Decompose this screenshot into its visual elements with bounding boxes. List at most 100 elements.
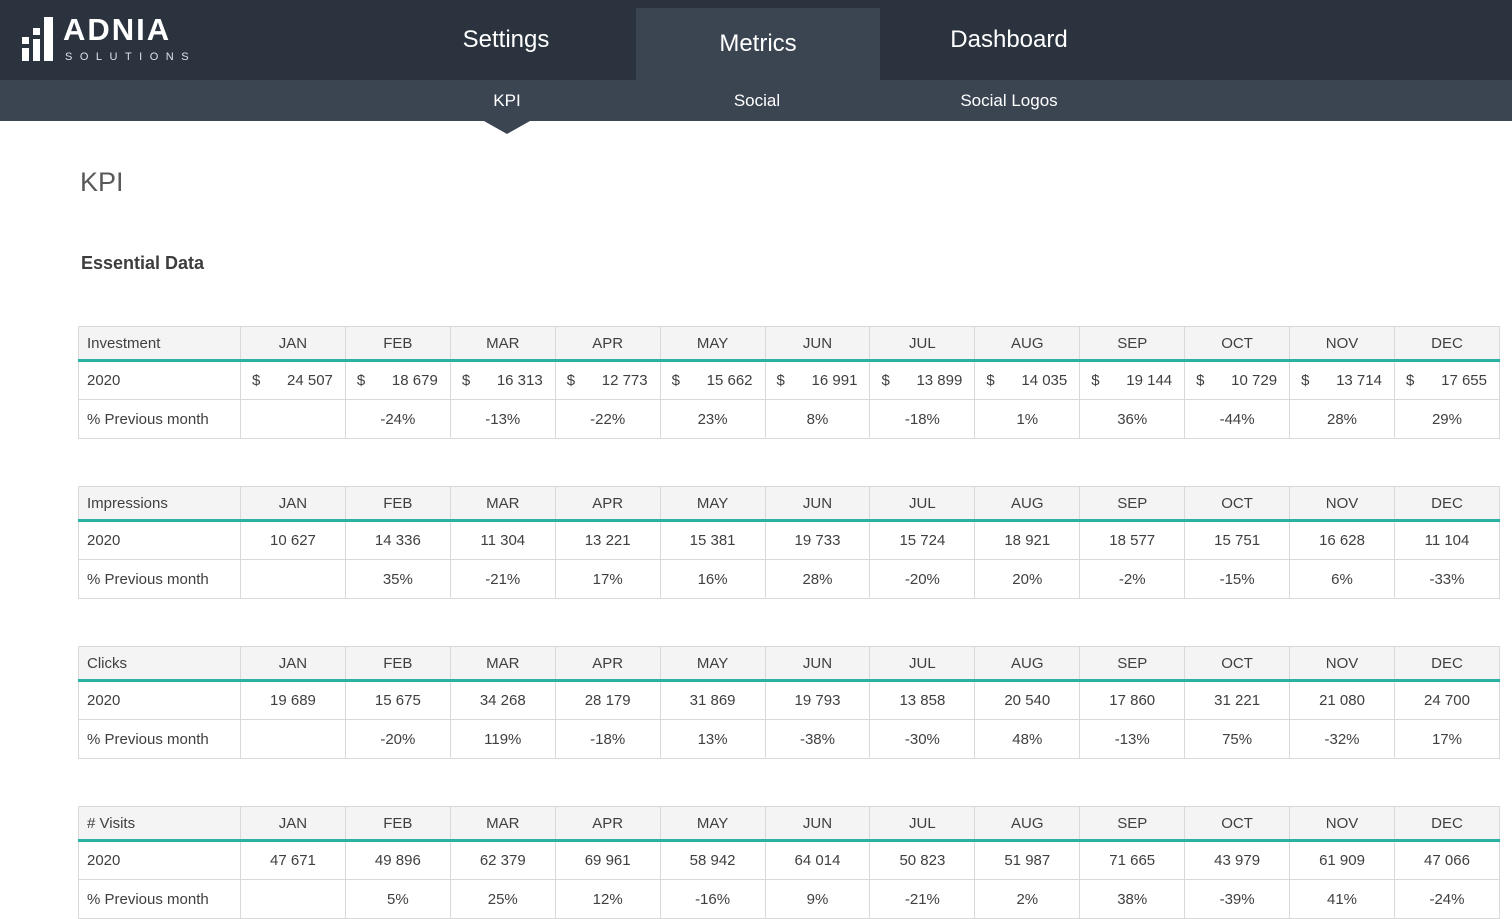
value-cell[interactable]: 43 979 xyxy=(1184,840,1291,880)
subtab-kpi[interactable]: KPI xyxy=(493,90,521,110)
subtab-social-logos[interactable]: Social Logos xyxy=(960,90,1058,110)
tab-settings[interactable]: Settings xyxy=(462,26,550,53)
pct-cell[interactable]: -24% xyxy=(1393,879,1501,919)
pct-cell[interactable]: -18% xyxy=(554,719,661,759)
pct-cell[interactable]: 16% xyxy=(659,559,766,599)
value-cell[interactable]: 21 080 xyxy=(1289,680,1395,720)
value-cell[interactable]: 24 700 xyxy=(1393,680,1501,720)
value-cell[interactable]: 49 896 xyxy=(344,840,451,880)
value-cell[interactable]: $24 507 xyxy=(240,360,346,400)
pct-cell[interactable]: 17% xyxy=(1393,719,1501,759)
value-cell[interactable]: $15 662 xyxy=(659,360,766,400)
value-cell[interactable]: $19 144 xyxy=(1079,360,1186,400)
pct-cell[interactable]: 8% xyxy=(764,399,871,439)
value-cell[interactable]: $17 655 xyxy=(1393,360,1501,400)
value-cell[interactable]: 11 104 xyxy=(1393,520,1501,560)
pct-cell[interactable]: 119% xyxy=(449,719,556,759)
value-cell[interactable]: 13 858 xyxy=(869,680,976,720)
pct-cell[interactable]: -39% xyxy=(1184,879,1291,919)
value-cell[interactable]: 51 987 xyxy=(974,840,1081,880)
value-cell[interactable]: 71 665 xyxy=(1079,840,1186,880)
pct-cell[interactable] xyxy=(240,719,346,759)
pct-cell[interactable]: -30% xyxy=(869,719,976,759)
subtab-social[interactable]: Social xyxy=(733,90,781,110)
pct-cell[interactable]: 29% xyxy=(1393,399,1501,439)
pct-cell[interactable]: 41% xyxy=(1289,879,1395,919)
pct-cell[interactable]: -44% xyxy=(1184,399,1291,439)
value-cell[interactable]: 58 942 xyxy=(659,840,766,880)
value-cell[interactable]: 13 221 xyxy=(554,520,661,560)
pct-cell[interactable]: -32% xyxy=(1289,719,1395,759)
pct-cell[interactable]: 1% xyxy=(974,399,1081,439)
pct-cell[interactable]: 28% xyxy=(1289,399,1395,439)
value-cell[interactable]: 47 671 xyxy=(240,840,346,880)
value-cell[interactable]: $13 899 xyxy=(869,360,976,400)
value-cell[interactable]: 15 675 xyxy=(344,680,451,720)
pct-cell[interactable]: 35% xyxy=(344,559,451,599)
value-cell[interactable]: 20 540 xyxy=(974,680,1081,720)
value-cell[interactable]: 11 304 xyxy=(449,520,556,560)
pct-cell[interactable]: 28% xyxy=(764,559,871,599)
value-cell[interactable]: $18 679 xyxy=(344,360,451,400)
value-cell[interactable]: 14 336 xyxy=(344,520,451,560)
pct-cell[interactable]: -20% xyxy=(344,719,451,759)
pct-cell[interactable]: -20% xyxy=(869,559,976,599)
value-cell[interactable]: 16 628 xyxy=(1289,520,1395,560)
pct-cell[interactable] xyxy=(240,399,346,439)
value-cell[interactable]: 15 724 xyxy=(869,520,976,560)
pct-cell[interactable]: -33% xyxy=(1393,559,1501,599)
pct-cell[interactable]: 23% xyxy=(659,399,766,439)
pct-cell[interactable]: 36% xyxy=(1079,399,1186,439)
value-cell[interactable]: 31 221 xyxy=(1184,680,1291,720)
pct-cell[interactable]: -18% xyxy=(869,399,976,439)
value-cell[interactable]: 18 577 xyxy=(1079,520,1186,560)
pct-cell[interactable]: -16% xyxy=(659,879,766,919)
pct-cell[interactable]: -13% xyxy=(1079,719,1186,759)
pct-cell[interactable]: 48% xyxy=(974,719,1081,759)
pct-cell[interactable]: 17% xyxy=(554,559,661,599)
pct-cell[interactable]: 2% xyxy=(974,879,1081,919)
tab-metrics[interactable]: Metrics xyxy=(636,8,880,80)
pct-cell[interactable]: -15% xyxy=(1184,559,1291,599)
pct-cell[interactable]: 20% xyxy=(974,559,1081,599)
pct-cell[interactable]: -13% xyxy=(449,399,556,439)
value-cell[interactable]: 18 921 xyxy=(974,520,1081,560)
pct-cell[interactable] xyxy=(240,879,346,919)
value-cell[interactable]: 34 268 xyxy=(449,680,556,720)
pct-cell[interactable]: -21% xyxy=(869,879,976,919)
value-cell[interactable]: 61 909 xyxy=(1289,840,1395,880)
pct-cell[interactable]: 25% xyxy=(449,879,556,919)
value-cell[interactable]: 19 689 xyxy=(240,680,346,720)
pct-cell[interactable]: -22% xyxy=(554,399,661,439)
pct-cell[interactable]: -38% xyxy=(764,719,871,759)
value-cell[interactable]: 19 733 xyxy=(764,520,871,560)
pct-cell[interactable]: 6% xyxy=(1289,559,1395,599)
value-cell[interactable]: $12 773 xyxy=(554,360,661,400)
pct-cell[interactable]: 5% xyxy=(344,879,451,919)
pct-cell[interactable]: -21% xyxy=(449,559,556,599)
pct-cell[interactable]: 12% xyxy=(554,879,661,919)
pct-cell[interactable] xyxy=(240,559,346,599)
value-cell[interactable]: 62 379 xyxy=(449,840,556,880)
tab-dashboard[interactable]: Dashboard xyxy=(950,26,1068,53)
value-cell[interactable]: 15 751 xyxy=(1184,520,1291,560)
value-cell[interactable]: 64 014 xyxy=(764,840,871,880)
pct-cell[interactable]: -2% xyxy=(1079,559,1186,599)
value-cell[interactable]: 15 381 xyxy=(659,520,766,560)
value-cell[interactable]: 19 793 xyxy=(764,680,871,720)
pct-cell[interactable]: 75% xyxy=(1184,719,1291,759)
value-cell[interactable]: $10 729 xyxy=(1184,360,1291,400)
pct-cell[interactable]: -24% xyxy=(344,399,451,439)
value-cell[interactable]: 69 961 xyxy=(554,840,661,880)
value-cell[interactable]: 28 179 xyxy=(554,680,661,720)
value-cell[interactable]: $14 035 xyxy=(974,360,1081,400)
value-cell[interactable]: 31 869 xyxy=(659,680,766,720)
value-cell[interactable]: $16 991 xyxy=(764,360,871,400)
pct-cell[interactable]: 9% xyxy=(764,879,871,919)
value-cell[interactable]: 17 860 xyxy=(1079,680,1186,720)
value-cell[interactable]: $16 313 xyxy=(449,360,556,400)
value-cell[interactable]: $13 714 xyxy=(1289,360,1395,400)
pct-cell[interactable]: 13% xyxy=(659,719,766,759)
value-cell[interactable]: 50 823 xyxy=(869,840,976,880)
value-cell[interactable]: 47 066 xyxy=(1393,840,1501,880)
